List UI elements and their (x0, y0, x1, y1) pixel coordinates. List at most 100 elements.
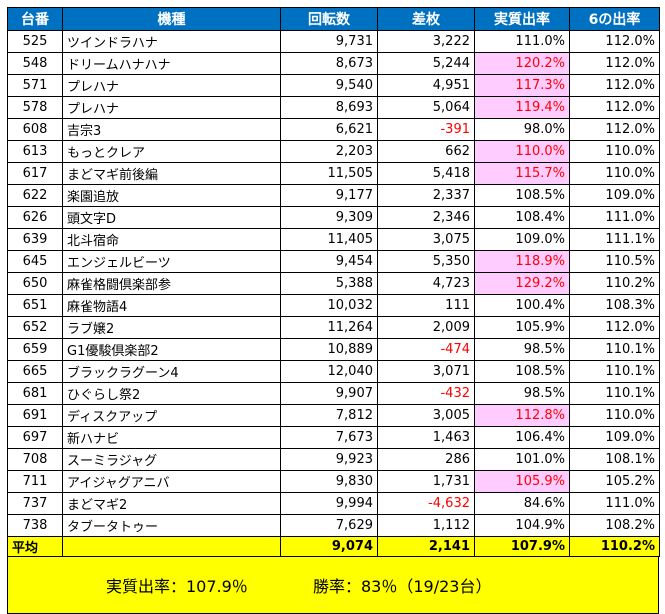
table-row: 645 エンジェルビーツ 9,454 5,350 118.9% 110.5% (7, 250, 660, 273)
setting6-rate-cell: 110.1% (569, 360, 660, 383)
diff-cell: 3,222 (377, 30, 475, 53)
machine-name-cell: アイジャグアニバ (62, 470, 281, 493)
payout-rate-cell: 129.2% (474, 272, 570, 295)
payout-rate-cell: 84.6% (474, 492, 570, 515)
diff-cell: -432 (377, 382, 475, 405)
payout-rate-cell: 112.8% (474, 404, 570, 427)
machine-name-cell: ラブ嬢2 (62, 316, 281, 339)
setting6-rate-cell: 109.0% (569, 184, 660, 207)
diff-cell: 5,350 (377, 250, 475, 273)
table-row: 525 ツインドラハナ 9,731 3,222 111.0% 112.0% (7, 30, 660, 53)
table-row: 652 ラブ嬢2 11,264 2,009 105.9% 112.0% (7, 316, 660, 339)
diff-cell: 2,009 (377, 316, 475, 339)
machine-number-cell: 711 (7, 470, 63, 493)
machine-name-cell: 北斗宿命 (62, 228, 281, 251)
machine-name-cell: ブラックラグーン4 (62, 360, 281, 383)
diff-cell: 662 (377, 140, 475, 163)
setting6-rate-cell: 112.0% (569, 30, 660, 53)
spins-cell: 9,177 (280, 184, 378, 207)
setting6-rate-cell: 110.0% (569, 404, 660, 427)
payout-rate-cell: 111.0% (474, 30, 570, 53)
average-setting6-rate: 110.2% (569, 536, 660, 557)
payout-rate-cell: 115.7% (474, 162, 570, 185)
machine-name-cell: 麻雀格闘倶楽部参 (62, 272, 281, 295)
setting6-rate-cell: 110.0% (569, 162, 660, 185)
table-row: 571 プレハナ 9,540 4,951 117.3% 112.0% (7, 74, 660, 97)
table-row: 691 ディスクアップ 7,812 3,005 112.8% 110.0% (7, 404, 660, 427)
average-label: 平均 (7, 536, 63, 557)
summary-box: 実質出率：107.9％ 勝率：83％（19/23台） (7, 557, 659, 614)
table-row: 651 麻雀物語4 10,032 111 100.4% 108.3% (7, 294, 660, 317)
setting6-rate-cell: 110.5% (569, 250, 660, 273)
machine-name-cell: 新ハナビ (62, 426, 281, 449)
machine-name-cell: まどマギ前後編 (62, 162, 281, 185)
payout-rate-cell: 110.0% (474, 140, 570, 163)
setting6-rate-cell: 108.2% (569, 514, 660, 537)
setting6-rate-cell: 110.0% (569, 140, 660, 163)
machine-number-cell: 571 (7, 74, 63, 97)
payout-rate-cell: 98.5% (474, 338, 570, 361)
spins-cell: 9,923 (280, 448, 378, 471)
machine-name-cell: 吉宗3 (62, 118, 281, 141)
machine-name-cell: G1優駿倶楽部2 (62, 338, 281, 361)
diff-cell: 4,951 (377, 74, 475, 97)
payout-rate-cell: 108.5% (474, 184, 570, 207)
setting6-rate-cell: 112.0% (569, 96, 660, 119)
spins-cell: 9,994 (280, 492, 378, 515)
machine-number-cell: 578 (7, 96, 63, 119)
summary-payout-rate: 実質出率：107.9％ (106, 577, 248, 596)
spins-cell: 8,693 (280, 96, 378, 119)
setting6-rate-cell: 110.2% (569, 272, 660, 295)
machine-number-cell: 617 (7, 162, 63, 185)
machine-name-cell: ディスクアップ (62, 404, 281, 427)
machine-number-cell: 665 (7, 360, 63, 383)
machine-number-cell: 708 (7, 448, 63, 471)
spins-cell: 11,405 (280, 228, 378, 251)
spins-cell: 7,673 (280, 426, 378, 449)
payout-rate-cell: 105.9% (474, 316, 570, 339)
machine-number-cell: 639 (7, 228, 63, 251)
machine-number-cell: 613 (7, 140, 63, 163)
payout-rate-cell: 118.9% (474, 250, 570, 273)
table-row: 639 北斗宿命 11,405 3,075 109.0% 111.1% (7, 228, 660, 251)
table-row: 626 頭文字D 9,309 2,346 108.4% 111.0% (7, 206, 660, 229)
average-diff: 2,141 (377, 536, 475, 557)
spins-cell: 5,388 (280, 272, 378, 295)
average-payout-rate: 107.9% (474, 536, 570, 557)
diff-cell: -474 (377, 338, 475, 361)
summary-win-rate: 勝率：83％（19/23台） (313, 577, 492, 596)
machine-name-cell: ツインドラハナ (62, 30, 281, 53)
table-row: 617 まどマギ前後編 11,505 5,418 115.7% 110.0% (7, 162, 660, 185)
diff-cell: 2,337 (377, 184, 475, 207)
diff-cell: 5,418 (377, 162, 475, 185)
header-row: 台番 機種 回転数 差枚 実質出率 6の出率 (7, 7, 660, 31)
table-row: 608 吉宗3 6,621 -391 98.0% 112.0% (7, 118, 660, 141)
setting6-rate-cell: 112.0% (569, 118, 660, 141)
setting6-rate-cell: 111.0% (569, 492, 660, 515)
machine-name-cell: スーミラジャグ (62, 448, 281, 471)
table-row: 681 ひぐらし祭2 9,907 -432 98.5% 110.1% (7, 382, 660, 405)
header-machine-name: 機種 (62, 7, 281, 31)
machine-name-cell: まどマギ2 (62, 492, 281, 515)
machine-number-cell: 548 (7, 52, 63, 75)
machine-name-cell: ひぐらし祭2 (62, 382, 281, 405)
diff-cell: 4,723 (377, 272, 475, 295)
results-table: 台番 機種 回転数 差枚 実質出率 6の出率 525 ツインドラハナ 9,731 3,… (7, 7, 660, 557)
table-row: 613 もっとクレア 2,203 662 110.0% 110.0% (7, 140, 660, 163)
diff-cell: 2,346 (377, 206, 475, 229)
setting6-rate-cell: 111.0% (569, 206, 660, 229)
table-row: 665 ブラックラグーン4 12,040 3,071 108.5% 110.1% (7, 360, 660, 383)
machine-name-cell: エンジェルビーツ (62, 250, 281, 273)
spins-cell: 8,673 (280, 52, 378, 75)
table-row: 578 プレハナ 8,693 5,064 119.4% 112.0% (7, 96, 660, 119)
spins-cell: 7,812 (280, 404, 378, 427)
machine-number-cell: 525 (7, 30, 63, 53)
setting6-rate-cell: 111.1% (569, 228, 660, 251)
payout-rate-cell: 120.2% (474, 52, 570, 75)
spins-cell: 9,830 (280, 470, 378, 493)
machine-number-cell: 738 (7, 514, 63, 537)
payout-rate-cell: 105.9% (474, 470, 570, 493)
diff-cell: -391 (377, 118, 475, 141)
setting6-rate-cell: 112.0% (569, 52, 660, 75)
table-row: 659 G1優駿倶楽部2 10,889 -474 98.5% 110.1% (7, 338, 660, 361)
